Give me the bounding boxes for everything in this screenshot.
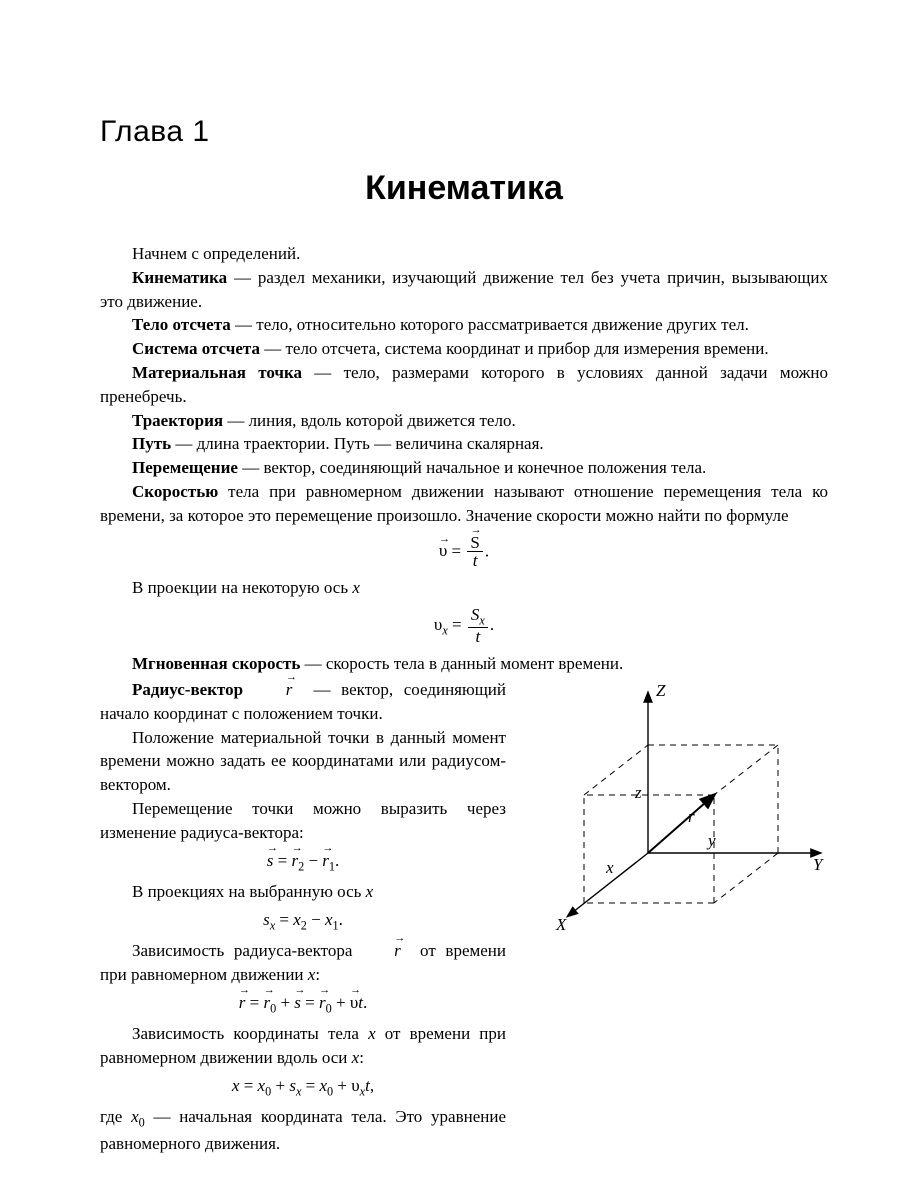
sym-r-vec-2: r: [362, 939, 401, 963]
formula-r-uniform: r = r0 + s = r0 + υt.: [100, 993, 506, 1016]
where-line: где x0 — начальная координата тела. Это …: [100, 1105, 506, 1155]
def-kinematics-term: Кинематика: [132, 268, 227, 287]
two-column-block: Радиус-вектор r — вектор, соединяющий на…: [100, 678, 828, 1155]
position-text: Положение материальной точки в данный мо…: [100, 726, 506, 797]
left-column: Радиус-вектор r — вектор, соединяющий на…: [100, 678, 506, 1155]
sym-sx: s: [263, 910, 270, 929]
proj-axis-2: x: [366, 882, 374, 901]
def-path: Путь — длина траектории. Путь — величина…: [100, 432, 828, 456]
sym-r0: r: [263, 993, 270, 1013]
formula-x-uniform: x = x0 + sx = x0 + υxt,: [100, 1076, 506, 1099]
axis-X-label: X: [555, 915, 567, 934]
def-radius-vector: Радиус-вектор r — вектор, соединяющий на…: [100, 678, 506, 726]
uniform-x-text: Зависимость координаты тела x от времени…: [100, 1022, 506, 1070]
proj-axis-5: x: [352, 1048, 360, 1067]
page: Глава 1 Кинематика Начнем с определений.…: [0, 0, 900, 1200]
label-z-small: z: [634, 783, 642, 802]
formula-s-r2-r1: s = r2 − r1.: [100, 851, 506, 874]
displacement-via-r: Перемещение точки можно выразить через и…: [100, 797, 506, 845]
proj-on-x-text: В проекциях на выбранную ось: [132, 882, 366, 901]
def-path-term: Путь: [132, 434, 171, 453]
def-ref-body: Тело отсчета — тело, относительно которо…: [100, 313, 828, 337]
label-x-small: x: [605, 858, 614, 877]
proj-axis-3: x: [308, 965, 316, 984]
formula-velocity-x: υx = Sx t .: [100, 606, 828, 646]
sym-vx-2: υ: [351, 1076, 359, 1095]
where-tail: — начальная координата тела. Это уравнен…: [100, 1107, 506, 1153]
def-speed: Скоростью тела при равномерном движении …: [100, 480, 828, 528]
formula-velocity-vector: υ = S t .: [100, 534, 828, 571]
sym-S-vec: S: [470, 534, 479, 552]
def-ref-body-term: Тело отсчета: [132, 315, 231, 334]
sym-v-vec: υ: [439, 541, 447, 561]
axis-Y-label: Y: [813, 855, 824, 874]
axis-Z-label: Z: [656, 681, 666, 700]
def-inst-speed-body: — скорость тела в данный момент времени.: [300, 654, 623, 673]
sym-s-vec-2: s: [294, 993, 301, 1013]
sym-x: x: [232, 1076, 240, 1095]
uniform-x-text-a: Зависимость координаты тела: [132, 1024, 368, 1043]
uniform-r-text-a: Зависимость радиуса-вектора: [132, 941, 362, 960]
sym-s-vec: s: [267, 851, 274, 871]
sym-x0: x: [258, 1076, 266, 1095]
proj-on-x: В проекциях на выбранную ось x: [100, 880, 506, 904]
proj-axis: x: [352, 578, 360, 597]
sym-r1: r: [322, 851, 329, 871]
sym-r0-2: r: [319, 993, 326, 1013]
intro: Начнем с определений.: [100, 242, 828, 266]
sym-sx-2: s: [289, 1076, 296, 1095]
uniform-r-text: Зависимость радиуса-вектора r от времени…: [100, 939, 506, 987]
sym-r2: r: [291, 851, 298, 871]
proj-intro: В проекции на некоторую ось x: [100, 576, 828, 600]
sym-x2: x: [293, 910, 301, 929]
sym-r-vec: r: [254, 678, 293, 702]
chapter-title: Кинематика: [100, 169, 828, 208]
sym-x0-3: x: [131, 1107, 139, 1126]
def-kinematics: Кинематика — раздел механики, изучающий …: [100, 266, 828, 314]
def-material-point-term: Материальная точка: [132, 363, 302, 382]
def-displacement-body: — вектор, соединяющий начальное и конечн…: [238, 458, 706, 477]
where-word: где: [100, 1107, 131, 1126]
sym-t-4: t: [365, 1076, 370, 1095]
def-trajectory: Траектория — линия, вдоль которой движет…: [100, 409, 828, 433]
def-inst-speed: Мгновенная скорость — скорость тела в да…: [100, 652, 828, 676]
proj-intro-text: В проекции на некоторую ось: [132, 578, 352, 597]
label-r: r: [688, 807, 695, 826]
def-ref-system-body: — тело отсчета, система координат и приб…: [260, 339, 769, 358]
diagram-svg: Z Y X x y z: [528, 678, 828, 938]
def-ref-body-body: — тело, относительно которого рассматрив…: [231, 315, 749, 334]
def-trajectory-body: — линия, вдоль которой движется тело.: [223, 411, 516, 430]
def-ref-system-term: Система отсчета: [132, 339, 260, 358]
def-displacement-term: Перемещение: [132, 458, 238, 477]
proj-axis-4: x: [368, 1024, 376, 1043]
chapter-label: Глава 1: [100, 115, 828, 149]
def-displacement: Перемещение — вектор, соединяющий началь…: [100, 456, 828, 480]
sym-x1: x: [325, 910, 333, 929]
formula-sx: sx = x2 − x1.: [100, 910, 506, 933]
def-ref-system: Система отсчета — тело отсчета, система …: [100, 337, 828, 361]
sym-r: r: [239, 993, 246, 1013]
def-trajectory-term: Траектория: [132, 411, 223, 430]
def-path-body: — длина траектории. Путь — величина скал…: [171, 434, 544, 453]
sym-v-vec-2: υ: [350, 993, 358, 1013]
def-material-point: Материальная точка — тело, размерами кот…: [100, 361, 828, 409]
def-speed-term: Скоростью: [132, 482, 218, 501]
sym-t-2: t: [475, 627, 480, 646]
diagram-3d-axes: Z Y X x y z: [528, 678, 828, 1155]
sym-t: t: [473, 551, 478, 570]
sym-x0-2: x: [319, 1076, 327, 1095]
def-radius-vector-term: Радиус-вектор: [132, 680, 254, 699]
